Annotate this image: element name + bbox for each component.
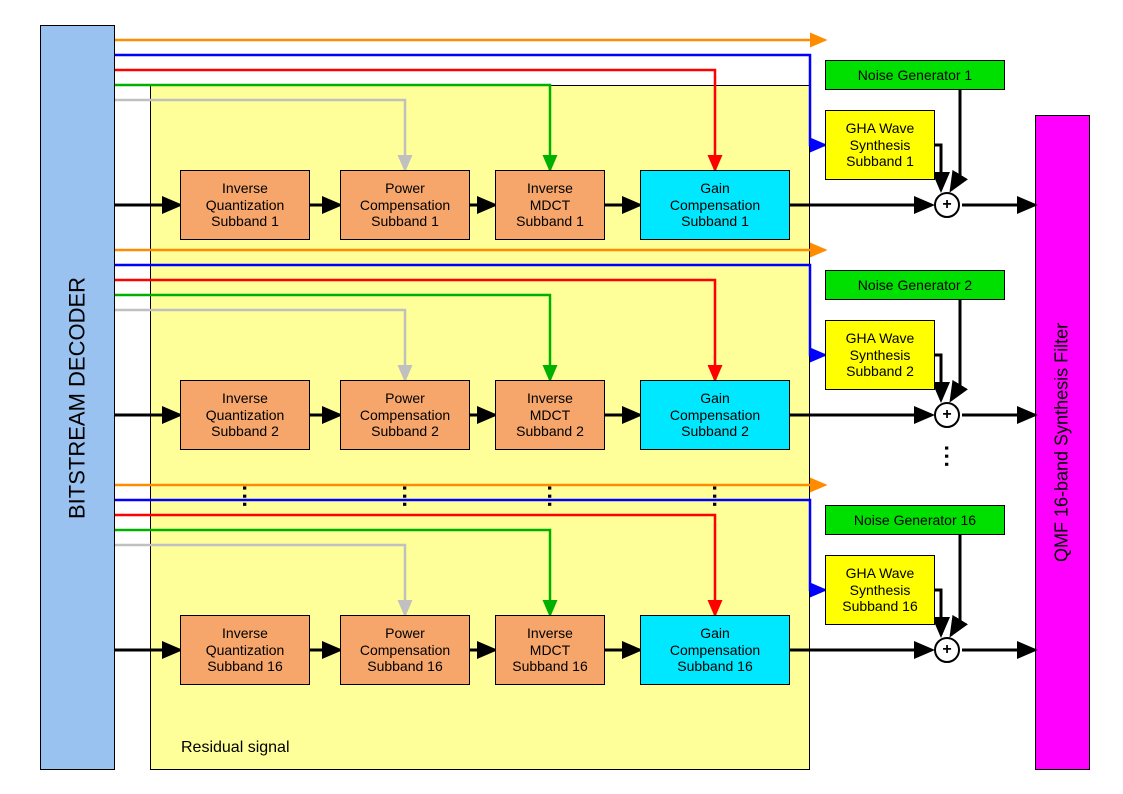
ellipsis-3: ...: [707, 485, 733, 509]
gha-block-16: GHA WaveSynthesisSubband 16: [825, 555, 935, 625]
ellipsis-0: ...: [237, 485, 263, 509]
gain-block-1: GainCompensationSubband 1: [640, 170, 790, 240]
noise-gen-1: Noise Generator 1: [825, 60, 1005, 90]
pc-block-16: PowerCompensationSubband 16: [340, 615, 470, 685]
iq-block-16: InverseQuantizationSubband 16: [180, 615, 310, 685]
adder-16: +: [934, 637, 960, 663]
ellipsis-2: ...: [542, 485, 568, 509]
gain-block-16: GainCompensationSubband 16: [640, 615, 790, 685]
imdct-block-2: InverseMDCTSubband 2: [495, 380, 605, 450]
adder-2: +: [934, 402, 960, 428]
gha-block-2: GHA WaveSynthesisSubband 2: [825, 320, 935, 390]
gain-block-2: GainCompensationSubband 2: [640, 380, 790, 450]
residual-label: Residual signal: [181, 738, 290, 757]
iq-block-1: InverseQuantizationSubband 1: [180, 170, 310, 240]
pc-block-1: PowerCompensationSubband 1: [340, 170, 470, 240]
qmf-synthesis-filter: QMF 16-band Synthesis Filter: [1035, 115, 1090, 770]
imdct-block-1: InverseMDCTSubband 1: [495, 170, 605, 240]
noise-gen-2: Noise Generator 2: [825, 270, 1005, 300]
iq-block-2: InverseQuantizationSubband 2: [180, 380, 310, 450]
ellipsis-1: ...: [397, 485, 423, 509]
gha-block-1: GHA WaveSynthesisSubband 1: [825, 110, 935, 180]
noise-gen-16: Noise Generator 16: [825, 505, 1005, 535]
adder-1: +: [934, 192, 960, 218]
pc-block-2: PowerCompensationSubband 2: [340, 380, 470, 450]
ellipsis-adder: ...: [939, 445, 965, 469]
imdct-block-16: InverseMDCTSubband 16: [495, 615, 605, 685]
bitstream-decoder: BITSTREAM DECODER: [40, 25, 115, 770]
